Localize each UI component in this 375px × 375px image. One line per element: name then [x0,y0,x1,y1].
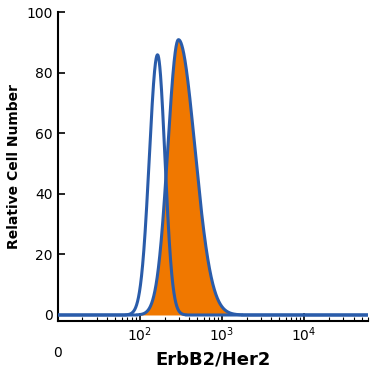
Y-axis label: Relative Cell Number: Relative Cell Number [7,84,21,249]
Text: 0: 0 [53,345,62,360]
X-axis label: ErbB2/Her2: ErbB2/Her2 [155,350,271,368]
